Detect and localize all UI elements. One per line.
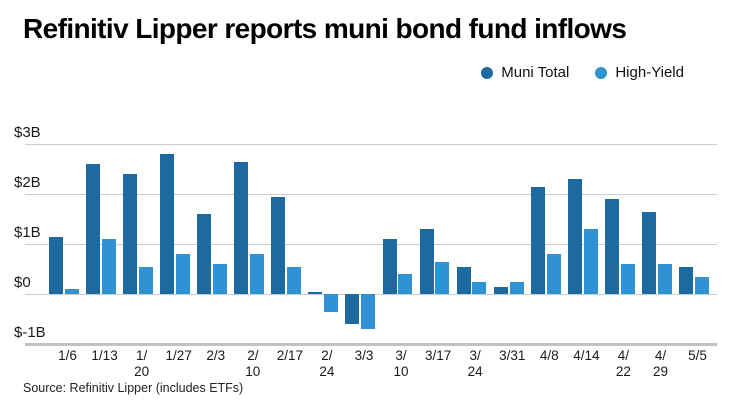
source-note: Source: Refinitiv Lipper (includes ETFs) [23, 381, 244, 395]
x-tick-label: 3/31 [499, 348, 526, 363]
x-tick-label: 3/17 [424, 348, 452, 363]
bar-muni-total-4/22 [604, 199, 619, 294]
x-tick-label: 1/13 [91, 348, 118, 363]
y-tick-label: $3B [14, 124, 41, 141]
high-yield-dot-icon [595, 66, 608, 79]
bar-muni-total-3/3 [345, 294, 360, 324]
bar-high-yield-1/6 [64, 289, 79, 294]
bar-muni-total-2/10 [234, 161, 249, 294]
bar-chart: $3B $2B $1B $0 $-1B 1/6 1/13 1/ 20 1/27 2/3 2/ 10 2… [0, 124, 740, 392]
x-tick-label: 1/6 [58, 348, 77, 363]
bar-muni-total-1/20 [123, 174, 138, 294]
legend-item-high-yield: High-Yield [595, 64, 684, 81]
bar-high-yield-1/13 [101, 239, 116, 294]
bar-high-yield-4/29 [657, 264, 672, 294]
legend-item-muni-total: Muni Total [481, 64, 569, 81]
x-tick-label: 5/5 [688, 348, 707, 363]
y-tick-label: $1B [14, 224, 41, 241]
x-tick-label: 1/ 20 [134, 348, 150, 379]
gridline [25, 343, 717, 346]
legend: Muni Total High-Yield [481, 64, 684, 81]
bar-high-yield-2/24 [324, 294, 339, 312]
bar-muni-total-5/5 [679, 266, 694, 294]
x-tick-label: 4/14 [573, 348, 600, 363]
bar-muni-total-3/31 [493, 286, 508, 294]
bar-high-yield-4/22 [620, 264, 635, 294]
bar-muni-total-1/13 [86, 164, 101, 294]
gridline [25, 244, 717, 245]
y-tick-label: $0 [14, 274, 31, 291]
bar-muni-total-3/17 [419, 229, 434, 294]
bar-high-yield-3/10 [398, 274, 413, 294]
x-tick-label: 2/ 24 [319, 348, 335, 379]
y-tick-label: $2B [14, 174, 41, 191]
bar-high-yield-2/17 [287, 266, 302, 294]
legend-label-high-yield: High-Yield [615, 64, 684, 81]
bar-muni-total-4/8 [530, 186, 545, 294]
x-tick-label: 3/ 24 [467, 348, 483, 379]
gridline [25, 194, 717, 195]
bar-high-yield-1/20 [138, 266, 153, 294]
gridline [25, 144, 717, 145]
bar-muni-total-2/3 [197, 214, 212, 294]
bar-high-yield-2/3 [213, 264, 228, 294]
bar-high-yield-1/27 [175, 254, 190, 294]
bar-high-yield-3/31 [509, 281, 524, 294]
x-tick-label: 4/8 [539, 348, 559, 363]
x-tick-label: 2/3 [206, 348, 226, 363]
x-tick-label: 2/ 10 [245, 348, 261, 379]
bar-high-yield-2/10 [250, 254, 265, 294]
x-tick-label: 4/ 29 [652, 348, 668, 379]
bar-muni-total-1/6 [49, 236, 63, 294]
bar-muni-total-3/10 [382, 239, 397, 294]
bar-muni-total-4/29 [641, 211, 656, 294]
muni-total-dot-icon [481, 66, 494, 79]
x-tick-label: 3/ 10 [393, 348, 409, 379]
bar-high-yield-3/3 [361, 294, 376, 329]
bar-high-yield-3/24 [472, 281, 487, 294]
bar-muni-total-3/24 [456, 266, 471, 294]
x-tick-label: 4/ 22 [615, 348, 631, 379]
x-tick-label: 2/17 [276, 348, 304, 363]
legend-label-muni-total: Muni Total [501, 64, 570, 81]
bar-muni-total-2/17 [271, 196, 286, 294]
bar-high-yield-4/14 [583, 229, 598, 294]
x-tick-label: 3/3 [354, 348, 374, 363]
bar-muni-total-1/27 [160, 154, 175, 294]
bar-high-yield-4/8 [546, 254, 561, 294]
bar-muni-total-4/14 [567, 179, 582, 294]
x-tick-label: 1/27 [165, 348, 192, 363]
chart-title: Refinitiv Lipper reports muni bond fund … [23, 13, 627, 44]
bar-muni-total-2/24 [308, 291, 323, 294]
bar-high-yield-5/5 [694, 276, 709, 294]
bar-high-yield-3/17 [435, 261, 450, 294]
y-tick-label: $-1B [14, 324, 46, 341]
